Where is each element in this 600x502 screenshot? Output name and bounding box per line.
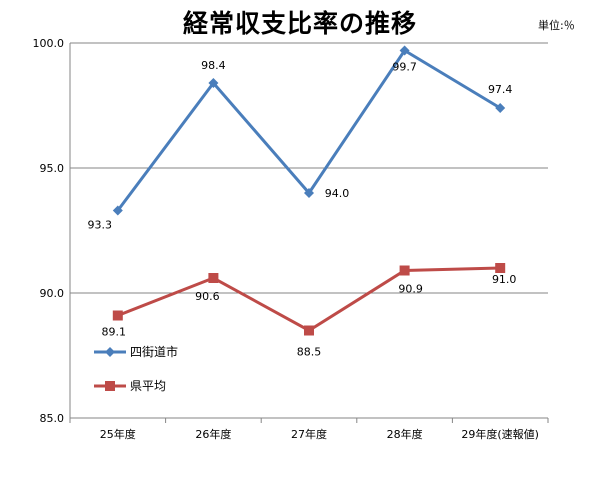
- data-label: 90.6: [195, 290, 220, 303]
- legend-label: 県平均: [130, 379, 166, 393]
- series-lines: [112, 45, 506, 336]
- unit-label: 単位:％: [538, 19, 575, 32]
- data-label: 97.4: [488, 83, 513, 96]
- series-line-1: [117, 266, 501, 333]
- axes: 85.0 90.0 95.0 100.0 25年度 26年度 27年度 28年度 29年度(速報…: [33, 37, 549, 441]
- data-labels: 93.3 98.4 94.0 99.7 97.4 89.1 90.6 88.5 90.9 91.0: [88, 59, 517, 359]
- x-tick-label: 29年度(速報値): [461, 427, 539, 441]
- data-label: 94.0: [325, 187, 350, 200]
- data-point-marker: [208, 78, 219, 88]
- gridlines: [70, 42, 548, 294]
- data-point-marker: [304, 188, 314, 198]
- data-label: 89.1: [102, 326, 127, 339]
- data-label: 99.7: [392, 61, 417, 74]
- y-tick-label: 90.0: [40, 287, 65, 300]
- data-label: 90.9: [398, 283, 423, 296]
- data-point-marker: [112, 310, 123, 321]
- x-tick-label: 28年度: [387, 427, 423, 441]
- series-line-0: [116, 48, 501, 212]
- y-tick-label: 85.0: [40, 412, 65, 425]
- data-point-marker: [112, 205, 123, 216]
- y-tick-label: 100.0: [33, 37, 65, 50]
- data-point-marker: [399, 45, 410, 56]
- legend-label: 四街道市: [130, 344, 178, 359]
- x-tick-label: 25年度: [100, 427, 136, 441]
- x-tick-label: 26年度: [195, 427, 231, 441]
- data-label: 98.4: [201, 59, 226, 72]
- data-point-marker: [495, 103, 506, 113]
- data-point-marker: [304, 325, 314, 336]
- data-label: 88.5: [297, 346, 322, 359]
- legend-marker: [105, 381, 115, 391]
- chart-title: 経常収支比率の推移: [182, 9, 417, 38]
- data-label: 93.3: [88, 219, 113, 232]
- x-tick-label: 27年度: [291, 427, 327, 441]
- y-tick-label: 95.0: [40, 162, 65, 175]
- data-point-marker: [495, 263, 506, 273]
- data-point-marker: [399, 265, 410, 276]
- data-point-marker: [208, 273, 219, 283]
- data-label: 91.0: [492, 273, 517, 286]
- legend-marker: [105, 347, 115, 357]
